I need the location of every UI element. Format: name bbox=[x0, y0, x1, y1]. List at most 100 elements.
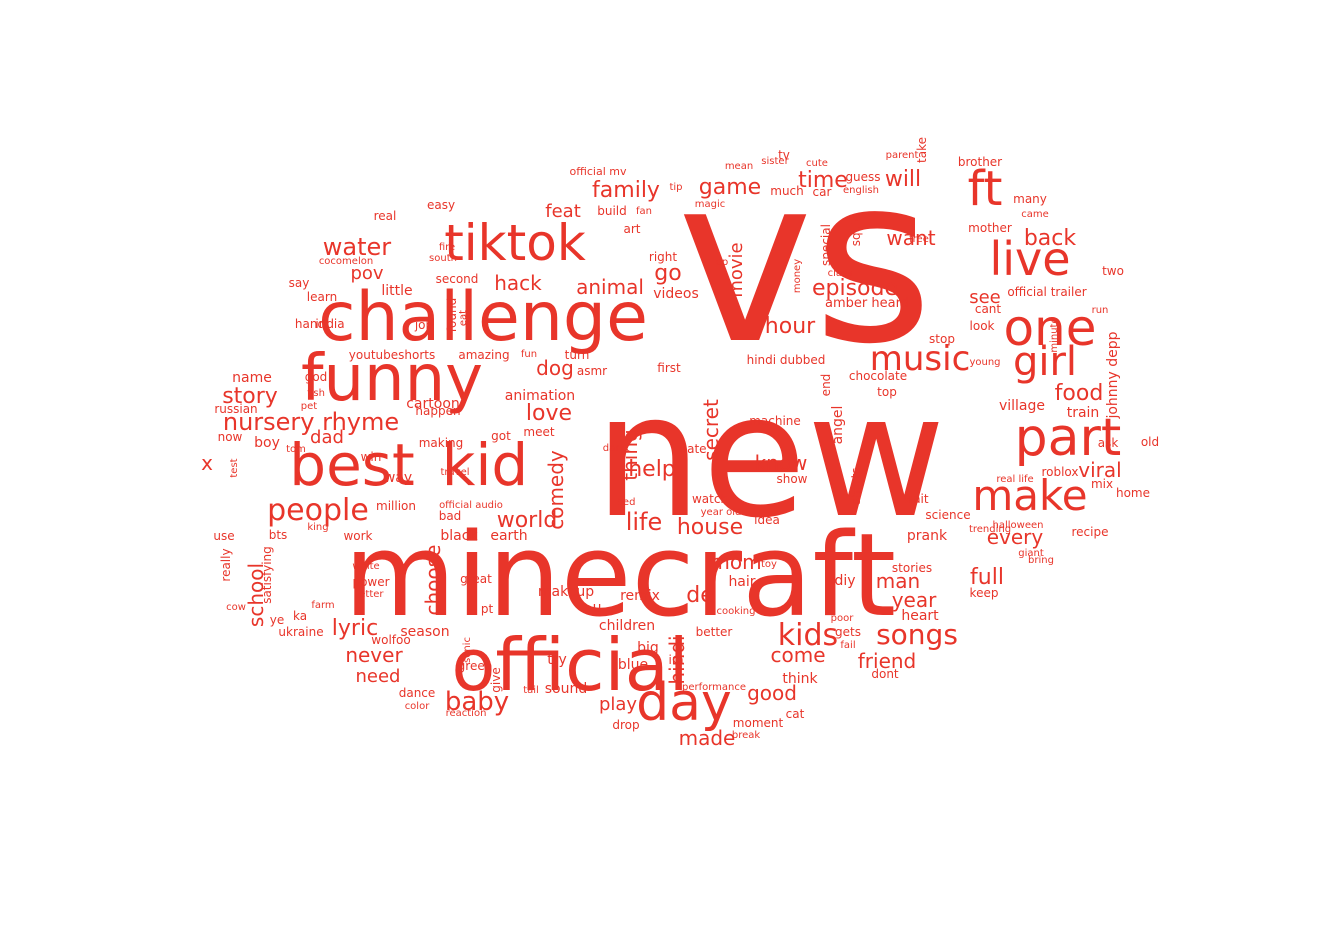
cloud-word-special: special bbox=[819, 224, 833, 266]
cloud-word-amber-heard: amber heard bbox=[825, 296, 909, 311]
cloud-word-happen: happen bbox=[415, 404, 460, 418]
cloud-word-parent: parent bbox=[886, 150, 919, 161]
cloud-word-vs: vs bbox=[677, 128, 933, 395]
cloud-word-break: break bbox=[732, 730, 761, 741]
cloud-word-ft: ft bbox=[968, 161, 1003, 217]
cloud-word-much: much bbox=[770, 184, 804, 198]
cloud-word-new: new bbox=[594, 358, 945, 556]
cloud-word-take: take bbox=[915, 137, 929, 163]
cloud-word-real-life: real life bbox=[996, 474, 1033, 485]
cloud-word-turn: turn bbox=[565, 348, 590, 362]
cloud-word-free: free bbox=[909, 234, 929, 245]
cloud-word-part: part bbox=[1015, 408, 1122, 468]
cloud-word-nursery-rhyme: nursery rhyme bbox=[223, 408, 399, 436]
cloud-word-lyric: lyric bbox=[332, 616, 378, 641]
cloud-word-power: power bbox=[352, 575, 389, 589]
cloud-word-pt: pt bbox=[481, 602, 494, 616]
cloud-word-cant: cant bbox=[975, 302, 1002, 316]
cloud-word-now: now bbox=[218, 430, 243, 444]
cloud-word-movie: movie bbox=[726, 242, 747, 297]
cloud-word-friend: friend bbox=[858, 649, 917, 673]
cloud-word-feat: feat bbox=[545, 201, 581, 222]
cloud-word-better: better bbox=[696, 625, 733, 639]
cloud-word-girl: girl bbox=[1013, 339, 1077, 385]
cloud-word-kid: kid bbox=[442, 431, 529, 499]
cloud-word-hour: hour bbox=[765, 314, 816, 339]
cloud-word-children: children bbox=[599, 618, 655, 634]
cloud-word-ye: ye bbox=[270, 613, 284, 627]
cloud-word-young: young bbox=[969, 357, 1000, 368]
cloud-word-fun: fun bbox=[521, 349, 537, 360]
cloud-word-great: great bbox=[460, 572, 492, 586]
cloud-word-tom: tom bbox=[286, 444, 306, 455]
cloud-word-easy: easy bbox=[427, 198, 455, 212]
cloud-word-hair: hair bbox=[728, 574, 755, 590]
cloud-word-performance: performance bbox=[682, 682, 746, 693]
cloud-word-poor: poor bbox=[831, 613, 855, 624]
cloud-word-blue: blue bbox=[618, 657, 648, 673]
cloud-word-thing: thing bbox=[618, 429, 642, 480]
cloud-word-makeup: makeup bbox=[538, 584, 594, 600]
cloud-word-official-mv: official mv bbox=[570, 165, 627, 178]
cloud-word-earth: earth bbox=[490, 528, 527, 544]
cloud-word-challenge: challenge bbox=[318, 278, 648, 357]
cloud-word-dog: dog bbox=[536, 356, 574, 380]
cloud-word-made: made bbox=[679, 726, 736, 750]
cloud-word-tip: tip bbox=[669, 182, 682, 193]
cloud-word-eat: eat bbox=[458, 310, 469, 326]
cloud-word-hindi-dubbed: hindi dubbed bbox=[747, 353, 826, 367]
cloud-word-cow: cow bbox=[226, 602, 246, 613]
cloud-word-youtubeshorts: youtubeshorts bbox=[349, 348, 435, 362]
cloud-word-top: top bbox=[877, 385, 897, 399]
cloud-word-making: making bbox=[419, 436, 464, 450]
cloud-word-idea: idea bbox=[754, 513, 780, 527]
cloud-word-car: car bbox=[813, 185, 832, 199]
cloud-word-english: english bbox=[843, 185, 879, 196]
cloud-word-game: game bbox=[699, 175, 761, 200]
cloud-word-day: day bbox=[636, 673, 732, 733]
cloud-word-green: green bbox=[458, 659, 493, 673]
cloud-word-want: want bbox=[886, 226, 935, 250]
cloud-word-help: help bbox=[628, 457, 676, 482]
cloud-word-machine: machine bbox=[749, 414, 801, 428]
cloud-word-hack: hack bbox=[494, 271, 542, 295]
cloud-word-many: many bbox=[1013, 192, 1047, 206]
cloud-word-bring: bring bbox=[1028, 555, 1054, 566]
cloud-word-class: class bbox=[828, 268, 853, 279]
cloud-word-hindi: hindi bbox=[665, 635, 689, 684]
cloud-word-year: year bbox=[892, 588, 937, 612]
cloud-word-songs: songs bbox=[876, 618, 958, 651]
cloud-word-color: color bbox=[405, 701, 431, 712]
cloud-word-mean: mean bbox=[725, 161, 753, 172]
cloud-word-make: make bbox=[972, 471, 1087, 520]
cloud-word-never: never bbox=[345, 643, 403, 667]
cloud-word-mother: mother bbox=[968, 221, 1012, 235]
cloud-word-giant: giant bbox=[1018, 548, 1044, 559]
cloud-word-one: one bbox=[1003, 299, 1096, 357]
cloud-word-tail: tail bbox=[523, 685, 539, 696]
cloud-word-funny: funny bbox=[301, 342, 483, 416]
cloud-word-recipe: recipe bbox=[1072, 525, 1109, 539]
cloud-word-big: big bbox=[637, 640, 659, 656]
cloud-word-remix: remix bbox=[620, 588, 660, 604]
cloud-word-win: win bbox=[361, 450, 382, 464]
cloud-word-art: art bbox=[624, 222, 641, 236]
cloud-word-try: try bbox=[547, 652, 567, 668]
cloud-word-school: school bbox=[244, 563, 268, 627]
cloud-word-kids: kids bbox=[778, 618, 838, 653]
cloud-word-dad: dad bbox=[310, 427, 344, 448]
cloud-word-every: every bbox=[987, 525, 1044, 549]
cloud-word-johnny-depp: johnny depp bbox=[1105, 331, 1121, 419]
cloud-word-go: go bbox=[654, 261, 681, 286]
cloud-word-keep: keep bbox=[970, 586, 999, 600]
cloud-word-episode: episode bbox=[812, 276, 898, 301]
cloud-word-dark: dark bbox=[603, 443, 626, 454]
cloud-word-roblox: roblox bbox=[1041, 465, 1078, 479]
cloud-word-pet: pet bbox=[301, 401, 318, 412]
cloud-word-million: million bbox=[376, 499, 416, 513]
cloud-word-south: south bbox=[429, 253, 457, 264]
cloud-word-toy: toy bbox=[761, 559, 777, 570]
cloud-word-show: show bbox=[776, 472, 807, 486]
cloud-word-minute: minute bbox=[1049, 317, 1060, 352]
